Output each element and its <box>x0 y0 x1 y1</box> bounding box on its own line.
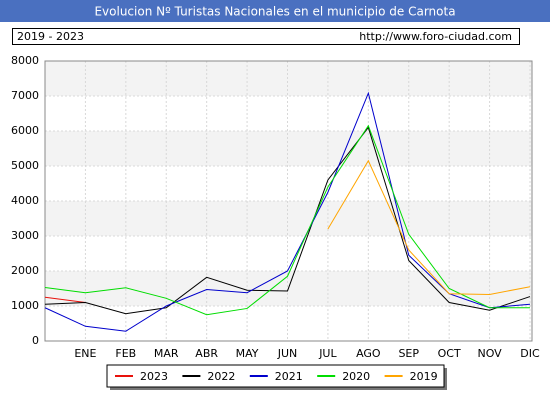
y-tick-label: 0 <box>32 334 39 347</box>
grid-band <box>45 201 532 236</box>
x-tick-label: OCT <box>438 347 461 360</box>
y-tick-label: 7000 <box>11 89 39 102</box>
x-tick-label: DIC <box>520 347 540 360</box>
plot-frame <box>44 60 533 342</box>
line-series <box>44 126 531 315</box>
legend-label: 2019 <box>410 370 438 383</box>
y-tick-label: 1000 <box>11 299 39 312</box>
legend-label: 2021 <box>275 370 303 383</box>
x-tick-label: ABR <box>195 347 218 360</box>
chart-title: Evolucion Nº Turistas Nacionales en el m… <box>94 5 455 19</box>
x-tick-label: AGO <box>356 347 381 360</box>
line-series <box>44 124 530 316</box>
title-bar <box>0 0 550 22</box>
legend-label: 2023 <box>140 370 168 383</box>
legend <box>106 364 445 388</box>
source: http://www.foro-ciudad.com <box>359 30 512 43</box>
y-tick-label: 5000 <box>11 159 39 172</box>
x-tick-label: JUN <box>277 347 298 360</box>
line-series <box>327 159 531 295</box>
x-tick-label: MAY <box>236 347 259 360</box>
x-tick-label: NOV <box>477 347 502 360</box>
y-tick-label: 6000 <box>11 124 39 137</box>
y-tick-label: 4000 <box>11 194 39 207</box>
grid-band <box>45 131 532 166</box>
y-tick-label: 8000 <box>11 54 39 67</box>
x-tick-label: SEP <box>398 347 419 360</box>
x-tick-label: ENE <box>74 347 96 360</box>
x-tick-label: FEB <box>115 347 136 360</box>
y-tick-label: 3000 <box>11 229 39 242</box>
x-tick-label: JUL <box>318 347 337 360</box>
y-tick-label: 2000 <box>11 264 39 277</box>
subtitle: 2019 - 2023 <box>17 30 84 43</box>
legend-label: 2022 <box>207 370 235 383</box>
grid-band <box>45 61 532 96</box>
line-series <box>44 296 86 303</box>
info-box <box>12 28 520 45</box>
legend-label: 2020 <box>342 370 370 383</box>
x-tick-label: MAR <box>154 347 179 360</box>
